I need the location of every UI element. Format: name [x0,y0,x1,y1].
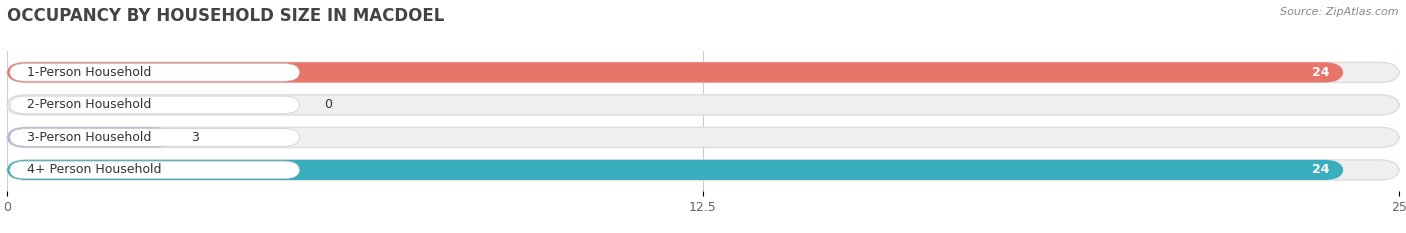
FancyBboxPatch shape [7,62,1399,82]
FancyBboxPatch shape [10,161,299,179]
Text: 24: 24 [1312,66,1330,79]
Text: 4+ Person Household: 4+ Person Household [27,163,162,176]
FancyBboxPatch shape [10,129,299,146]
Text: Source: ZipAtlas.com: Source: ZipAtlas.com [1281,7,1399,17]
FancyBboxPatch shape [7,160,1399,180]
Text: 2-Person Household: 2-Person Household [27,98,150,111]
Text: 24: 24 [1312,163,1330,176]
FancyBboxPatch shape [7,95,1399,115]
Text: 3-Person Household: 3-Person Household [27,131,150,144]
FancyBboxPatch shape [10,64,299,81]
Text: 3: 3 [191,131,198,144]
Text: 0: 0 [325,98,332,111]
FancyBboxPatch shape [7,127,174,147]
Text: 1-Person Household: 1-Person Household [27,66,150,79]
FancyBboxPatch shape [7,62,1343,82]
Text: OCCUPANCY BY HOUSEHOLD SIZE IN MACDOEL: OCCUPANCY BY HOUSEHOLD SIZE IN MACDOEL [7,7,444,25]
FancyBboxPatch shape [7,127,1399,147]
FancyBboxPatch shape [10,96,299,114]
FancyBboxPatch shape [7,160,1343,180]
